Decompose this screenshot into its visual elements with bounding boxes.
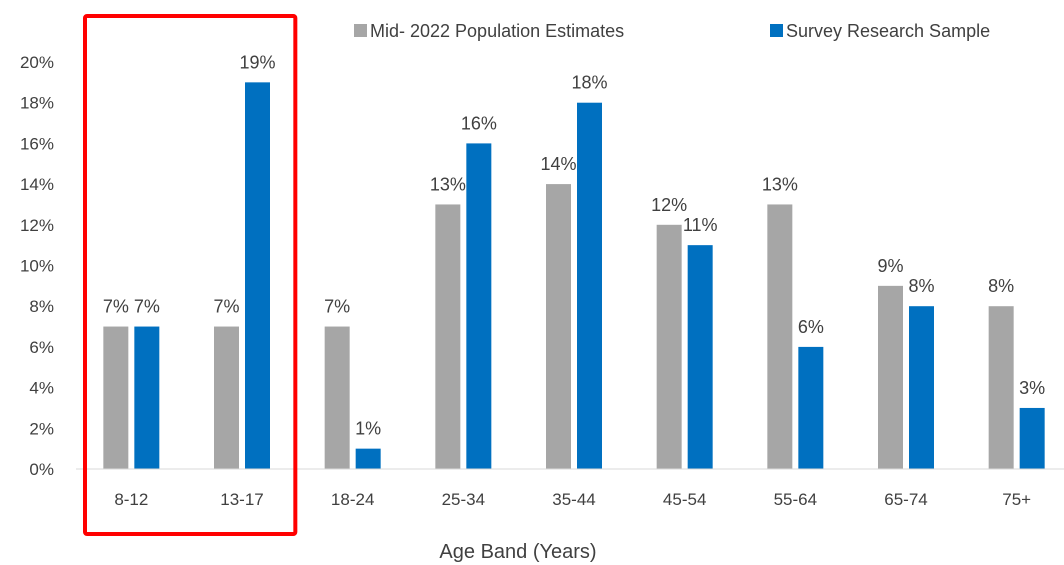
sample-bar — [355, 448, 381, 469]
y-axis-ticks: 0% 2% 4% 6% 8% 10% 12% 14% 16% 18% 20% — [20, 53, 54, 479]
x-axis-ticks: 8-12 13-17 18-24 25-34 35-44 45-54 55-64 65-74 7… — [114, 490, 1031, 509]
sample-bar — [245, 82, 270, 469]
sample-bar — [1019, 407, 1045, 469]
sample-bar — [577, 102, 602, 469]
y-tick-label: 16% — [20, 134, 54, 153]
population-bar — [214, 326, 239, 469]
x-axis-title: Age Band (Years) — [439, 541, 596, 563]
x-tick-label: 25-34 — [442, 490, 485, 509]
y-tick-label: 14% — [20, 175, 54, 194]
data-label: 11% — [683, 215, 718, 235]
y-tick-label: 8% — [29, 297, 54, 316]
data-label: 8% — [988, 276, 1014, 296]
legend-swatch — [770, 24, 783, 37]
data-label: 7% — [103, 297, 129, 317]
highlight-box — [83, 14, 298, 536]
population-bar — [324, 326, 350, 469]
y-tick-label: 10% — [20, 257, 54, 276]
data-label: 16% — [461, 113, 497, 133]
data-label: 12% — [651, 195, 687, 215]
population-bar — [103, 326, 129, 469]
population-bar — [546, 184, 571, 469]
legend-swatch — [354, 24, 367, 37]
y-tick-label: 2% — [29, 419, 54, 438]
population-bar — [767, 204, 793, 469]
data-label: 8% — [908, 276, 934, 296]
data-label: 19% — [239, 52, 275, 72]
x-tick-label: 65-74 — [884, 490, 927, 509]
population-bar — [656, 224, 682, 469]
y-tick-label: 20% — [20, 53, 54, 72]
sample-bar — [909, 306, 934, 469]
x-tick-label: 8-12 — [114, 490, 148, 509]
data-label: 9% — [877, 256, 903, 276]
legend-label: Mid- 2022 Population Estimates — [370, 21, 624, 41]
x-tick-label: 45-54 — [663, 490, 706, 509]
data-label: 7% — [213, 297, 239, 317]
data-labels: 7% 7% 7%19%7%1%13%16%14%18%12%11%13%6%9%8%… — [103, 52, 1045, 438]
data-label: 7% — [324, 297, 350, 317]
data-label: 7% — [134, 297, 160, 317]
x-tick-label: 18-24 — [331, 490, 374, 509]
legend-label: Survey Research Sample — [786, 21, 990, 41]
data-label: 13% — [430, 174, 466, 194]
x-tick-label: 13-17 — [220, 490, 263, 509]
data-label: 3% — [1019, 378, 1045, 398]
sample-bar — [134, 326, 160, 469]
sample-bar — [466, 143, 492, 469]
data-label: 13% — [762, 174, 798, 194]
sample-bar — [798, 346, 824, 469]
data-label: 14% — [540, 154, 576, 174]
bars — [103, 82, 1045, 469]
y-tick-label: 18% — [20, 94, 54, 113]
y-tick-label: 0% — [29, 460, 54, 479]
population-bar — [435, 204, 461, 469]
x-tick-label: 35-44 — [552, 490, 595, 509]
data-label: 18% — [571, 73, 607, 93]
y-tick-label: 4% — [29, 379, 54, 398]
y-tick-label: 6% — [29, 338, 54, 357]
population-bar — [878, 285, 903, 469]
data-label: 1% — [355, 419, 381, 439]
data-label: 6% — [798, 317, 824, 337]
population-bar — [988, 306, 1014, 469]
legend: Mid- 2022 Population Estimates Survey Res… — [354, 21, 990, 41]
x-tick-label: 55-64 — [774, 490, 817, 509]
x-tick-label: 75+ — [1002, 490, 1031, 509]
sample-bar — [687, 245, 713, 469]
y-tick-label: 12% — [20, 216, 54, 235]
